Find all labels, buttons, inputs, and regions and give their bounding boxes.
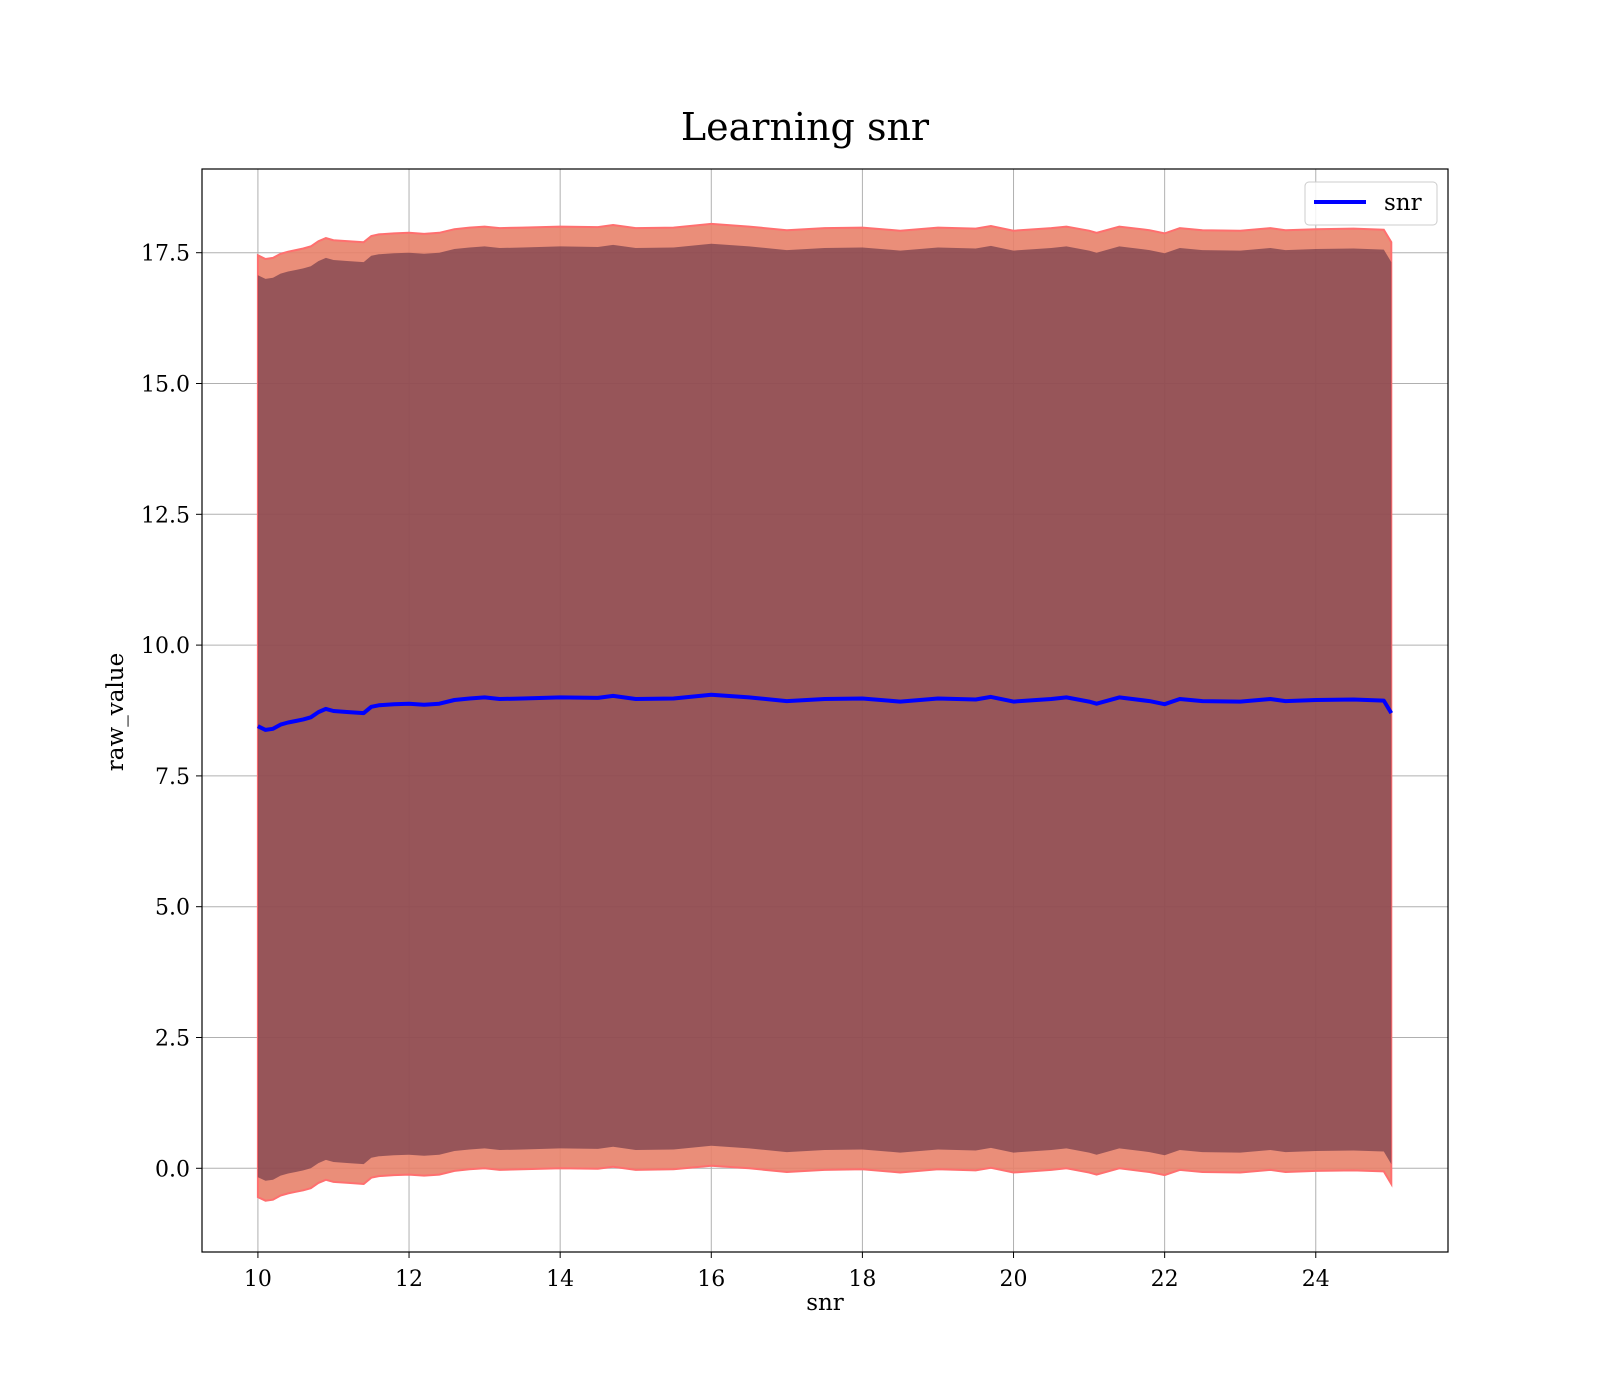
y-axis-ticks: 0.0 2.5 5.0 7.5 10.0 12.5 15.0 17.5 [141,242,202,1182]
legend-label-snr: snr [1384,190,1422,216]
x-tick-label: 10 [244,1267,272,1292]
y-tick-label: 10.0 [141,634,190,659]
std-band-inner [257,243,1392,1181]
std-bands [256,222,1393,1202]
y-tick-label: 12.5 [141,503,190,528]
x-axis-label: snr [806,1290,844,1316]
x-tick-label: 18 [848,1267,876,1292]
y-tick-label: 7.5 [155,765,190,790]
legend-box [1304,181,1438,226]
plot-frame [201,168,1449,1253]
y-tick-label: 17.5 [141,242,190,267]
x-tick-label: 16 [697,1267,725,1292]
chart-title: Learning snr [681,105,930,149]
y-tick-label: 2.5 [155,1026,190,1051]
x-tick-label: 12 [395,1267,423,1292]
y-tick-label: 5.0 [155,896,190,921]
x-tick-label: 20 [1000,1267,1028,1292]
x-tick-label: 22 [1151,1267,1179,1292]
series-lines [257,692,1394,732]
series-line-snr [257,692,1394,732]
x-tick-label: 24 [1302,1267,1330,1292]
x-tick-label: 14 [546,1267,574,1292]
x-axis-ticks: 10 12 14 16 18 20 22 24 [244,1252,1330,1292]
legend: snr [1304,181,1438,226]
y-axis-label: raw_value [103,653,129,771]
y-tick-label: 15.0 [141,373,190,398]
y-tick-label: 0.0 [155,1157,190,1182]
